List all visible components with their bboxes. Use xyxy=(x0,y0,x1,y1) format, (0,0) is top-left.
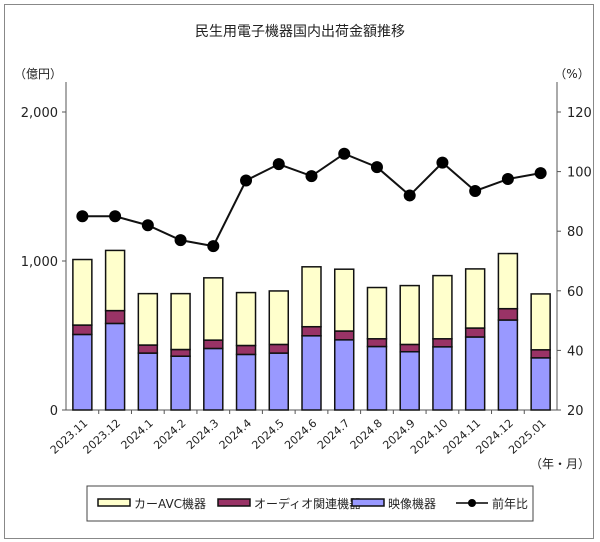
legend-dot-icon xyxy=(468,499,476,507)
chart-frame xyxy=(4,4,594,539)
yoy-point xyxy=(240,174,253,187)
yoy-point xyxy=(370,161,383,174)
bar-car-avc xyxy=(137,292,159,346)
yoy-point xyxy=(207,240,220,253)
bar-car-avc xyxy=(170,292,191,351)
legend-label: 前年比 xyxy=(492,496,528,511)
bar-audio xyxy=(170,348,191,357)
bar-video xyxy=(137,352,159,411)
x-tick-label: 2024.5 xyxy=(249,417,286,452)
bar-car-avc xyxy=(530,293,551,351)
x-tick-label: 2024.8 xyxy=(348,417,385,452)
right-tick-label: 40 xyxy=(567,344,584,359)
bar-car-avc xyxy=(464,268,486,329)
bar-video xyxy=(203,347,224,411)
right-tick-label: 20 xyxy=(567,404,584,419)
bar-video xyxy=(268,352,290,411)
bar-video xyxy=(432,346,453,411)
bar-car-avc xyxy=(432,274,453,340)
x-tick-label: 2024.1 xyxy=(119,417,156,452)
yoy-point xyxy=(534,167,547,180)
bar-audio xyxy=(497,307,519,321)
yoy-line xyxy=(82,152,541,248)
yoy-point xyxy=(501,173,514,186)
bar-audio xyxy=(268,343,290,354)
bar-video xyxy=(366,345,388,411)
bar-video xyxy=(333,339,355,411)
bar-audio xyxy=(235,344,257,356)
x-tick-label: 2024.7 xyxy=(315,417,352,452)
x-tick-label: 2024.3 xyxy=(184,417,221,452)
bar-car-avc xyxy=(203,277,224,341)
x-tick-label: 2024.4 xyxy=(217,417,254,452)
bar-audio xyxy=(203,339,224,350)
yoy-point xyxy=(403,189,416,202)
bar-car-avc xyxy=(104,249,126,312)
legend-label: オーディオ関連機器 xyxy=(254,496,361,511)
left-tick-label: 0 xyxy=(50,404,58,419)
right-axis-unit: （%） xyxy=(554,67,589,81)
chart-title: 民生用電子機器国内出荷金額推移 xyxy=(195,24,405,40)
yoy-point xyxy=(469,184,482,197)
bar-audio xyxy=(301,325,322,337)
legend: カーAVC機器 オーディオ関連機器 映像機器 前年比 xyxy=(86,485,534,522)
right-tick-label: 80 xyxy=(567,225,584,240)
yoy-point xyxy=(174,234,187,247)
legend-swatch-icon xyxy=(217,498,251,507)
right-tick-label: 60 xyxy=(567,285,584,300)
bar-audio xyxy=(366,338,388,348)
bar-video xyxy=(301,335,322,411)
yoy-point xyxy=(141,219,154,232)
right-tick-label: 120 xyxy=(567,106,592,121)
bar-car-avc xyxy=(235,291,257,347)
bar-car-avc xyxy=(366,286,388,340)
yoy-point xyxy=(109,210,122,223)
bar-video xyxy=(497,319,519,411)
yoy-point xyxy=(338,147,351,160)
bar-audio xyxy=(72,324,93,336)
bar-audio xyxy=(464,327,486,338)
right-tick-label: 100 xyxy=(567,166,592,181)
bar-car-avc xyxy=(399,284,420,346)
yoy-point xyxy=(436,156,449,169)
x-tick-label: 2024.6 xyxy=(282,417,319,452)
legend-swatch-icon xyxy=(351,498,385,507)
bar-audio xyxy=(530,349,551,359)
bar-car-avc xyxy=(497,252,519,310)
bar-video xyxy=(170,355,191,411)
left-tick-label: 1,000 xyxy=(21,255,58,270)
bar-video xyxy=(399,350,420,411)
bar-video xyxy=(72,333,93,411)
left-tick-label: 2,000 xyxy=(21,106,58,121)
x-axis-unit: （年・月） xyxy=(530,457,590,471)
bar-video xyxy=(530,357,551,411)
bar-car-avc xyxy=(268,290,290,346)
yoy-point xyxy=(305,170,318,183)
bar-video xyxy=(235,353,257,411)
bar-audio xyxy=(432,338,453,348)
yoy-point xyxy=(76,210,89,223)
bar-audio xyxy=(399,343,420,353)
bar-audio xyxy=(104,309,126,325)
x-tick-label: 2024.2 xyxy=(151,417,188,452)
bar-car-avc xyxy=(72,258,93,326)
bar-video xyxy=(464,336,486,411)
bar-car-avc xyxy=(333,268,355,332)
left-axis-unit: （億円） xyxy=(14,67,62,81)
legend-label: 映像機器 xyxy=(388,496,436,511)
bar-audio xyxy=(333,330,355,341)
bar-video xyxy=(104,322,126,411)
legend-swatch-icon xyxy=(97,498,131,507)
bar-car-avc xyxy=(301,266,322,328)
legend-label: カーAVC機器 xyxy=(134,496,206,511)
yoy-point xyxy=(272,158,285,171)
bar-audio xyxy=(137,344,159,354)
